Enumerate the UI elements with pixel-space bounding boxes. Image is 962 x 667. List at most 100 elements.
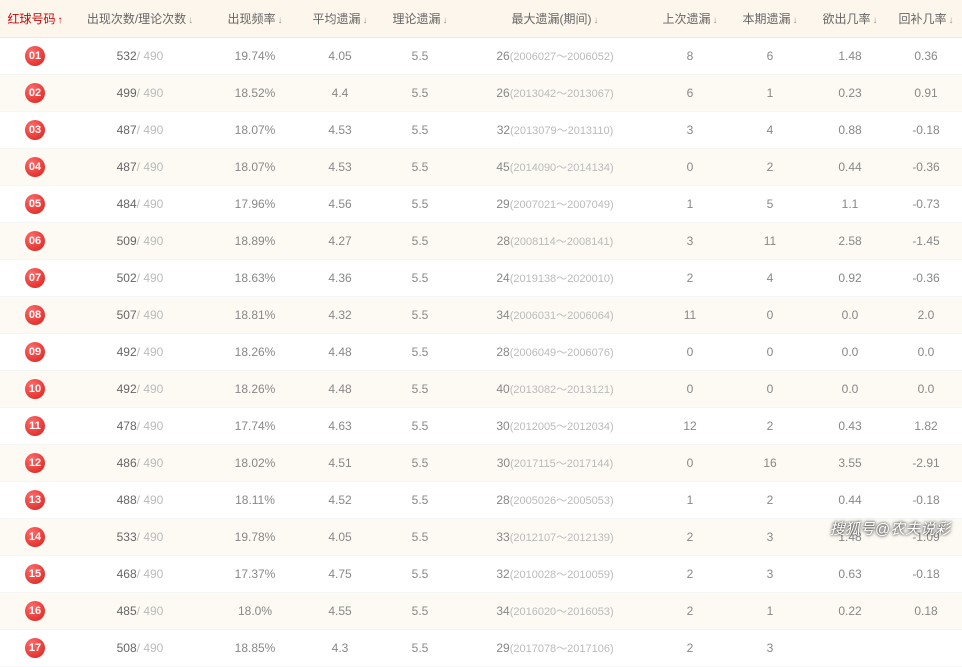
avg-miss-cell: 4.75 xyxy=(300,556,380,593)
ball-number: 10 xyxy=(25,379,45,399)
avg-miss-cell: 4.36 xyxy=(300,260,380,297)
frequency-cell: 18.11% xyxy=(210,482,300,519)
count-cell: 487/ 490 xyxy=(70,112,210,149)
sort-arrow-icon: ↓ xyxy=(594,15,599,26)
table-row: 02499/ 49018.52%4.45.526(2013042～2013067… xyxy=(0,75,962,112)
back-rate-cell: 0.36 xyxy=(890,38,962,75)
last-miss-cell: 3 xyxy=(650,112,730,149)
back-rate-cell: -1.45 xyxy=(890,223,962,260)
max-miss-cell: 33(2012107～2012139) xyxy=(460,519,650,556)
last-miss-cell: 2 xyxy=(650,630,730,667)
avg-miss-cell: 4.27 xyxy=(300,223,380,260)
column-header[interactable]: 本期遗漏↓ xyxy=(730,0,810,38)
current-miss-cell: 2 xyxy=(730,482,810,519)
sort-arrow-icon: ↓ xyxy=(363,15,368,26)
current-miss-cell: 0 xyxy=(730,334,810,371)
max-miss-cell: 34(2016020～2016053) xyxy=(460,593,650,630)
column-header[interactable]: 最大遗漏(期间)↓ xyxy=(460,0,650,38)
out-rate-cell: 1.1 xyxy=(810,186,890,223)
theory-miss-cell: 5.5 xyxy=(380,334,460,371)
ball-number: 14 xyxy=(25,527,45,547)
frequency-cell: 18.52% xyxy=(210,75,300,112)
count-cell: 492/ 490 xyxy=(70,334,210,371)
count-cell: 492/ 490 xyxy=(70,371,210,408)
out-rate-cell: 2.58 xyxy=(810,223,890,260)
theory-miss-cell: 5.5 xyxy=(380,519,460,556)
current-miss-cell: 3 xyxy=(730,519,810,556)
table-row: 04487/ 49018.07%4.535.545(2014090～201413… xyxy=(0,149,962,186)
current-miss-cell: 0 xyxy=(730,371,810,408)
count-cell: 499/ 490 xyxy=(70,75,210,112)
max-miss-cell: 28(2006049～2006076) xyxy=(460,334,650,371)
sort-arrow-icon: ↓ xyxy=(188,15,193,26)
table-row: 14533/ 49019.78%4.055.533(2012107～201213… xyxy=(0,519,962,556)
header-label: 最大遗漏(期间) xyxy=(512,12,592,26)
count-cell: 487/ 490 xyxy=(70,149,210,186)
theory-miss-cell: 5.5 xyxy=(380,112,460,149)
theory-miss-cell: 5.5 xyxy=(380,482,460,519)
column-header[interactable]: 出现频率↓ xyxy=(210,0,300,38)
theory-miss-cell: 5.5 xyxy=(380,630,460,667)
frequency-cell: 19.74% xyxy=(210,38,300,75)
header-row: 红球号码↑出现次数/理论次数↓出现频率↓平均遗漏↓理论遗漏↓最大遗漏(期间)↓上… xyxy=(0,0,962,38)
back-rate-cell: -0.18 xyxy=(890,482,962,519)
column-header[interactable]: 红球号码↑ xyxy=(0,0,70,38)
current-miss-cell: 5 xyxy=(730,186,810,223)
max-miss-cell: 24(2019138～2020010) xyxy=(460,260,650,297)
current-miss-cell: 11 xyxy=(730,223,810,260)
back-rate-cell: -0.36 xyxy=(890,260,962,297)
ball-number: 12 xyxy=(25,453,45,473)
frequency-cell: 17.37% xyxy=(210,556,300,593)
column-header[interactable]: 平均遗漏↓ xyxy=(300,0,380,38)
ball-number: 08 xyxy=(25,305,45,325)
table-row: 13488/ 49018.11%4.525.528(2005026～200505… xyxy=(0,482,962,519)
out-rate-cell: 0.44 xyxy=(810,149,890,186)
current-miss-cell: 3 xyxy=(730,556,810,593)
avg-miss-cell: 4.52 xyxy=(300,482,380,519)
max-miss-cell: 45(2014090～2014134) xyxy=(460,149,650,186)
last-miss-cell: 11 xyxy=(650,297,730,334)
back-rate-cell: 0.91 xyxy=(890,75,962,112)
count-cell: 488/ 490 xyxy=(70,482,210,519)
column-header[interactable]: 出现次数/理论次数↓ xyxy=(70,0,210,38)
current-miss-cell: 4 xyxy=(730,260,810,297)
avg-miss-cell: 4.32 xyxy=(300,297,380,334)
avg-miss-cell: 4.56 xyxy=(300,186,380,223)
back-rate-cell: 2.0 xyxy=(890,297,962,334)
avg-miss-cell: 4.48 xyxy=(300,371,380,408)
avg-miss-cell: 4.53 xyxy=(300,112,380,149)
out-rate-cell: 0.22 xyxy=(810,593,890,630)
out-rate-cell: 0.0 xyxy=(810,371,890,408)
header-label: 出现频率 xyxy=(227,12,275,26)
max-miss-cell: 32(2013079～2013110) xyxy=(460,112,650,149)
table-row: 05484/ 49017.96%4.565.529(2007021～200704… xyxy=(0,186,962,223)
header-label: 红球号码 xyxy=(7,12,55,26)
frequency-cell: 18.07% xyxy=(210,112,300,149)
column-header[interactable]: 欲出几率↓ xyxy=(810,0,890,38)
max-miss-cell: 30(2017115～2017144) xyxy=(460,445,650,482)
column-header[interactable]: 上次遗漏↓ xyxy=(650,0,730,38)
table-row: 07502/ 49018.63%4.365.524(2019138～202001… xyxy=(0,260,962,297)
count-cell: 486/ 490 xyxy=(70,445,210,482)
count-cell: 532/ 490 xyxy=(70,38,210,75)
max-miss-cell: 28(2008114～2008141) xyxy=(460,223,650,260)
ball-number: 09 xyxy=(25,342,45,362)
header-label: 平均遗漏 xyxy=(312,12,360,26)
table-row: 11478/ 49017.74%4.635.530(2012005～201203… xyxy=(0,408,962,445)
count-cell: 533/ 490 xyxy=(70,519,210,556)
table-row: 17508/ 49018.85%4.35.529(2017078～2017106… xyxy=(0,630,962,667)
table-row: 09492/ 49018.26%4.485.528(2006049～200607… xyxy=(0,334,962,371)
max-miss-cell: 28(2005026～2005053) xyxy=(460,482,650,519)
theory-miss-cell: 5.5 xyxy=(380,260,460,297)
current-miss-cell: 4 xyxy=(730,112,810,149)
theory-miss-cell: 5.5 xyxy=(380,408,460,445)
back-rate-cell: -0.18 xyxy=(890,112,962,149)
max-miss-cell: 30(2012005～2012034) xyxy=(460,408,650,445)
back-rate-cell: -0.36 xyxy=(890,149,962,186)
table-row: 01532/ 49019.74%4.055.526(2006027～200605… xyxy=(0,38,962,75)
column-header[interactable]: 理论遗漏↓ xyxy=(380,0,460,38)
count-cell: 502/ 490 xyxy=(70,260,210,297)
back-rate-cell: -0.18 xyxy=(890,556,962,593)
last-miss-cell: 0 xyxy=(650,445,730,482)
column-header[interactable]: 回补几率↓ xyxy=(890,0,962,38)
